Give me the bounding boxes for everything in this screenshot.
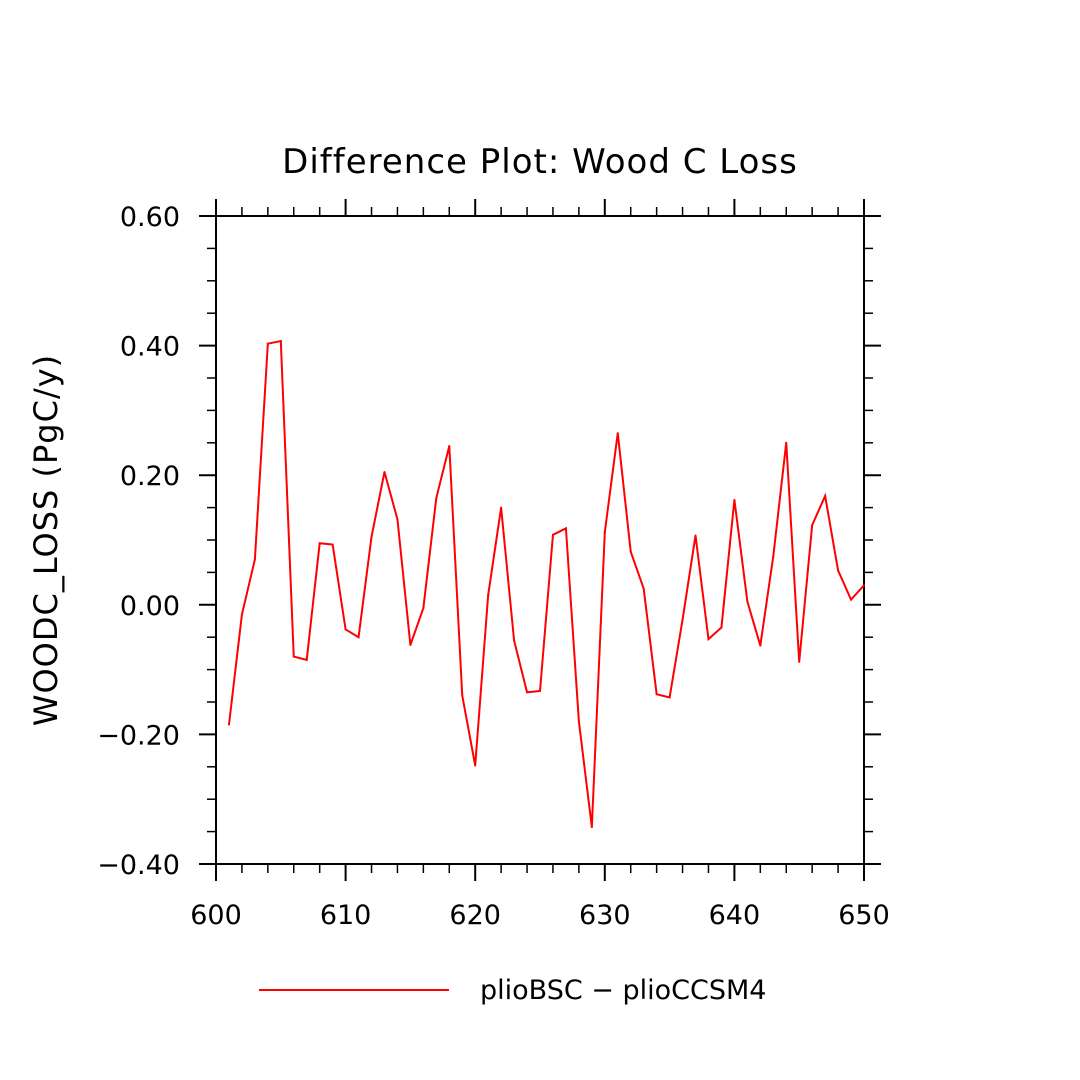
series-point xyxy=(746,600,749,603)
series-point xyxy=(526,691,529,694)
series-point xyxy=(279,340,282,343)
series-point xyxy=(227,723,230,726)
series-point xyxy=(759,644,762,647)
series-point xyxy=(824,494,827,497)
series-point xyxy=(487,594,490,597)
series-point xyxy=(461,694,464,697)
series-point xyxy=(448,445,451,448)
series-point xyxy=(733,498,736,501)
legend-label: plioBSC − plioCCSM4 xyxy=(480,975,766,1006)
series-point xyxy=(318,542,321,545)
axis-ticks xyxy=(199,199,881,881)
y-tick-label: −0.40 xyxy=(97,850,180,881)
chart-title: Difference Plot: Wood C Loss xyxy=(282,142,798,182)
y-tick-label: 0.40 xyxy=(120,332,180,363)
series-point xyxy=(435,496,438,499)
series-point xyxy=(863,584,865,587)
series-point xyxy=(629,550,632,553)
series-point xyxy=(785,441,788,444)
series-point xyxy=(266,342,269,345)
series-point xyxy=(798,660,801,663)
plot-frame xyxy=(215,215,865,865)
x-tick-label: 630 xyxy=(579,900,631,931)
x-tick-label: 650 xyxy=(838,900,890,931)
series-point xyxy=(850,598,853,601)
series-line xyxy=(227,339,865,828)
series-point xyxy=(642,587,645,590)
series-point xyxy=(409,643,412,646)
series-point xyxy=(577,720,580,723)
series-point xyxy=(396,518,399,521)
series-point xyxy=(837,569,840,572)
series-point xyxy=(383,470,386,473)
y-axis-title: WOODC_LOSS (PgC/y) xyxy=(27,354,65,726)
series-point xyxy=(681,618,684,621)
series-point xyxy=(603,531,606,534)
series-point xyxy=(240,613,243,616)
series-point xyxy=(707,638,710,641)
series-point xyxy=(551,533,554,536)
y-tick-label: −0.20 xyxy=(97,720,180,751)
series-point xyxy=(772,555,775,558)
series-point xyxy=(305,658,308,661)
series-point xyxy=(513,639,516,642)
axis-tick-labels: 600 610 620 630 640 650 −0.40 −0.20 0.00 0.20 0.40… xyxy=(97,202,890,931)
x-tick-label: 620 xyxy=(449,900,501,931)
series-point xyxy=(811,524,814,527)
series-point xyxy=(539,689,541,692)
series-point xyxy=(253,558,256,561)
series-point xyxy=(292,655,295,658)
series-point xyxy=(668,696,671,699)
legend: plioBSC − plioCCSM4 xyxy=(259,975,766,1006)
x-tick-label: 610 xyxy=(320,900,372,931)
series-layer xyxy=(227,339,865,829)
series-point xyxy=(370,535,373,538)
y-tick-label: 0.60 xyxy=(120,202,180,233)
series-point xyxy=(616,432,619,435)
series-point xyxy=(474,764,477,767)
series-point xyxy=(720,626,723,629)
series-point xyxy=(694,534,697,537)
series-point xyxy=(500,506,503,509)
x-tick-label: 640 xyxy=(709,900,761,931)
x-tick-label: 600 xyxy=(190,900,242,931)
series-point xyxy=(590,826,593,829)
y-tick-label: 0.20 xyxy=(120,461,180,492)
series-point xyxy=(357,636,360,639)
series-point xyxy=(564,527,567,530)
y-tick-label: 0.00 xyxy=(120,591,180,622)
series-point xyxy=(331,543,334,546)
series-point xyxy=(344,628,347,631)
series-point xyxy=(655,693,658,696)
series-point xyxy=(422,607,425,610)
